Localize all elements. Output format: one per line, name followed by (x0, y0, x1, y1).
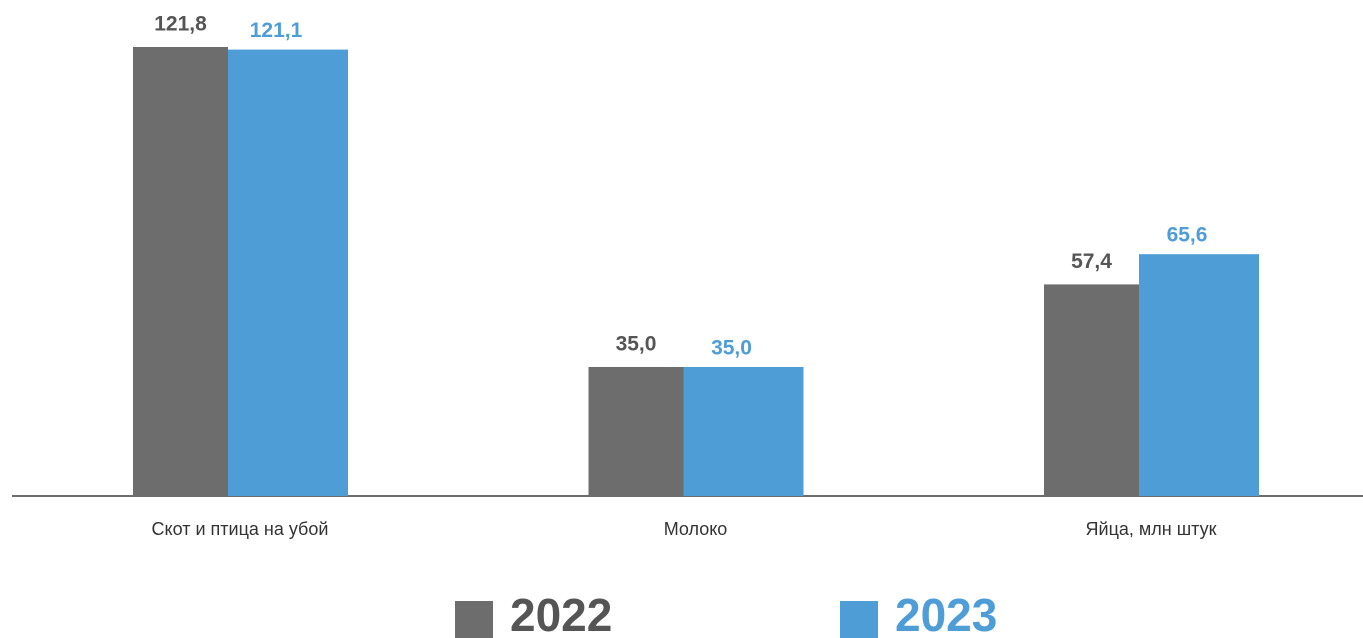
x-tick-label: Скот и птица на убой (152, 519, 329, 539)
legend-label: 2023 (895, 589, 997, 638)
legend-swatch (455, 601, 493, 638)
bar (683, 366, 804, 496)
value-label: 121,1 (250, 19, 303, 42)
bar (588, 366, 684, 496)
x-tick-label: Молоко (664, 519, 728, 539)
legend-label: 2022 (510, 589, 612, 638)
bar (228, 49, 348, 497)
value-label: 65,6 (1167, 224, 1208, 247)
bar (133, 47, 228, 496)
bar (1139, 254, 1259, 496)
value-label: 35,0 (616, 333, 657, 356)
x-tick-label: Яйца, млн штук (1086, 519, 1217, 539)
value-label: 121,8 (154, 13, 207, 36)
bar (1044, 284, 1139, 496)
value-label: 35,0 (711, 337, 752, 360)
value-label: 57,4 (1071, 250, 1112, 273)
legend-swatch (840, 601, 878, 638)
